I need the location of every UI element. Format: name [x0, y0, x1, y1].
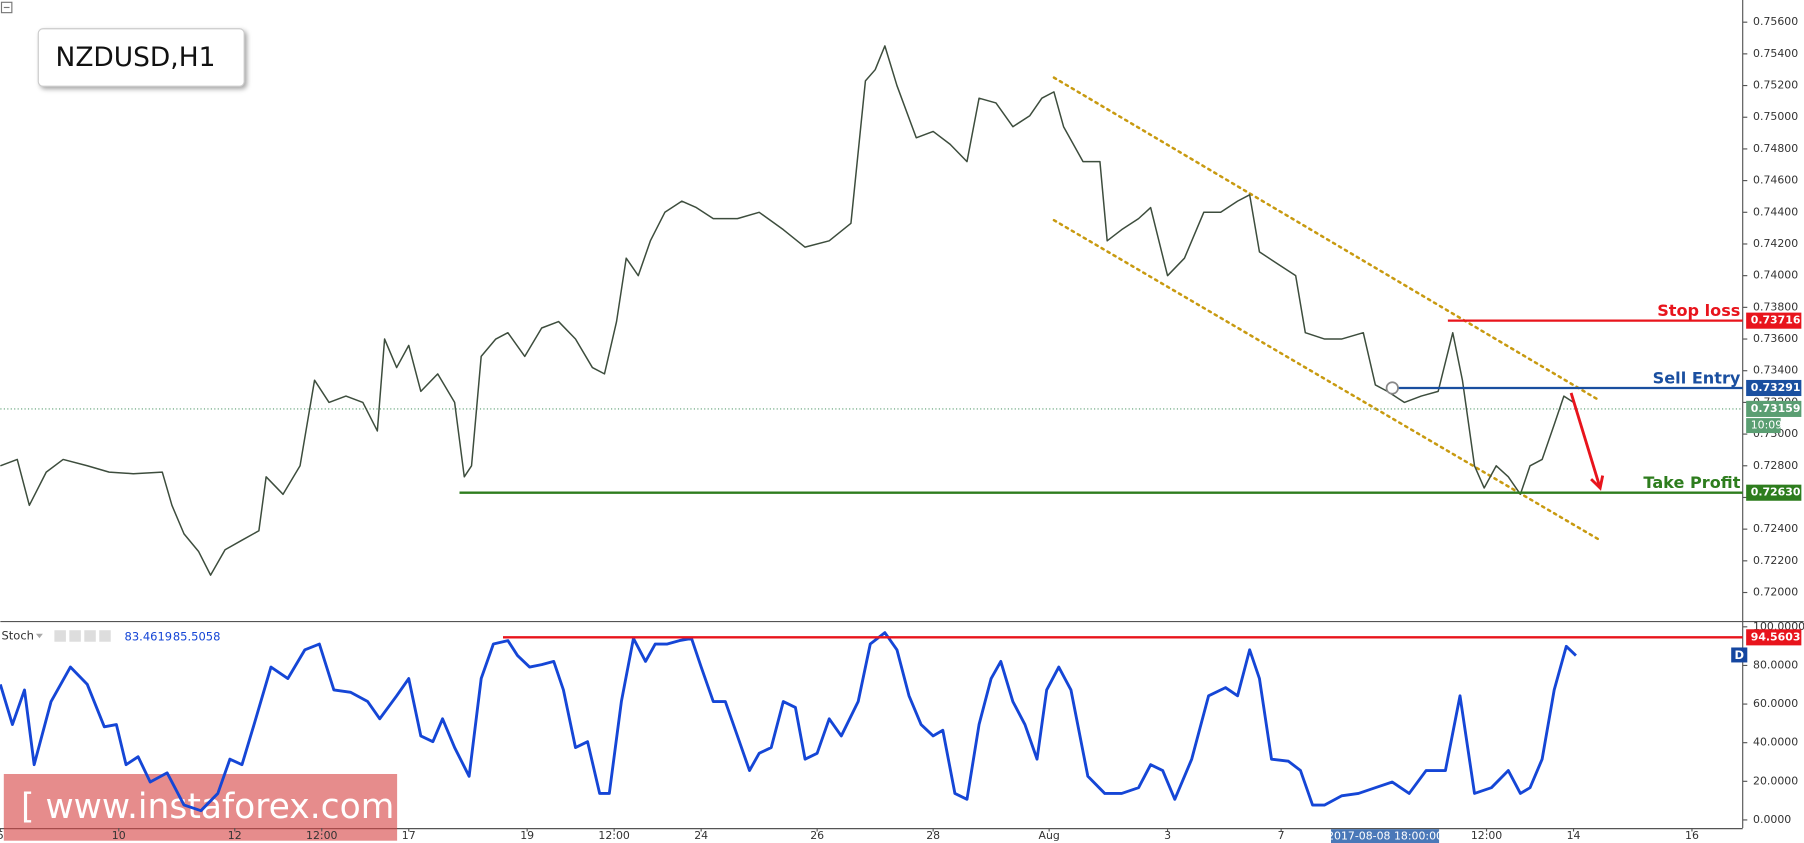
y-tick-label: 0.72400 [1753, 522, 1798, 535]
indicator-name: Stoch [1, 628, 33, 642]
watermark-box [3, 773, 398, 841]
y-tick-label: 0.73800 [1753, 300, 1798, 313]
level-value-box [1746, 484, 1802, 501]
y-tick-label: 60.0000 [1753, 697, 1798, 710]
y-tick-label: 0.74000 [1753, 269, 1798, 282]
current-price-label: 0.73159 [1751, 402, 1801, 415]
x-tick-label: 12:00 [598, 829, 629, 842]
x-tick-label: 12 [228, 829, 242, 842]
anchor-point [1385, 381, 1399, 395]
current-price-box [1746, 400, 1802, 417]
series-line [0, 45, 1574, 576]
indicator-remove[interactable] [99, 630, 111, 642]
y-tick-label: 40.0000 [1753, 736, 1798, 749]
y-tick-label: 0.75000 [1753, 110, 1798, 123]
level-value-label: 0.72630 [1751, 486, 1801, 499]
projection-arrow [1569, 392, 1602, 489]
x-tick-label: 24 [694, 829, 708, 842]
indicator-settings[interactable] [54, 630, 66, 642]
cursor-time-label: 2017-08-08 18:00:00 [1327, 830, 1443, 843]
indicator-hide[interactable] [69, 630, 81, 642]
x-tick-label: 16 [1685, 829, 1699, 842]
level-value-box [1746, 312, 1802, 329]
x-tick-label: 26 [810, 829, 824, 842]
x-tick-label: 10 [112, 829, 126, 842]
stoch-k-value: 83.4619 [125, 630, 173, 644]
x-tick-label: 14 [1567, 829, 1581, 842]
x-tick-label: 12:00 [306, 829, 337, 842]
countdown-label: 10:09 [1751, 419, 1782, 432]
y-tick-label: 0.74400 [1753, 205, 1798, 218]
badge: D [1734, 648, 1744, 662]
stoch-level-box [1746, 629, 1802, 646]
level-value-label: 0.73716 [1751, 314, 1801, 327]
y-tick-label: 0.72000 [1753, 586, 1798, 599]
trend-channel [1052, 76, 1602, 403]
trend-channel [1052, 218, 1602, 542]
collapse-button[interactable] [0, 1, 13, 14]
y-tick-label: 0.75600 [1753, 15, 1798, 28]
x-tick-label: 3 [1164, 829, 1171, 842]
stoch-d-value: 85.5058 [173, 630, 221, 644]
stoch-level-label: 94.5603 [1751, 630, 1801, 643]
y-tick-label: 20.0000 [1753, 774, 1798, 787]
level-name: Stop loss [1657, 301, 1740, 320]
y-tick-label: 0.72800 [1753, 459, 1798, 472]
arrow-head [1590, 475, 1605, 491]
x-tick-label: 12:00 [1471, 829, 1502, 842]
indicator-add[interactable] [84, 630, 96, 642]
y-tick-label: 0.73400 [1753, 364, 1798, 377]
watermark: [ www.instaforex.com ] [21, 787, 419, 827]
symbol-box [37, 28, 245, 87]
indicator-menu[interactable] [35, 633, 43, 639]
badge-box [1731, 647, 1748, 663]
level-name: Take Profit [1643, 473, 1740, 492]
y-tick-label: 0.0000 [1753, 813, 1791, 826]
y-tick-label: 0.74200 [1753, 237, 1798, 250]
y-tick-label: 0.74600 [1753, 174, 1798, 187]
x-tick-label: 17 [402, 829, 416, 842]
x-tick-label: 5 [0, 829, 4, 842]
symbol-title: NZDUSD,H1 [56, 42, 216, 73]
x-tick-label: Aug [1038, 829, 1059, 842]
x-tick-label: 19 [520, 829, 534, 842]
series-line [0, 631, 1577, 813]
y-tick-label: 0.75200 [1753, 79, 1798, 92]
x-tick-label: 28 [926, 829, 940, 842]
y-tick-label: 0.75400 [1753, 47, 1798, 60]
cursor-time-box [1330, 829, 1440, 843]
x-tick-label: 7 [1278, 829, 1285, 842]
level-value-box [1746, 379, 1802, 397]
y-tick-label: 0.72200 [1753, 554, 1798, 567]
level-name: Sell Entry [1653, 368, 1741, 387]
countdown-box [1746, 418, 1781, 434]
y-tick-label: 0.73600 [1753, 332, 1798, 345]
level-value-label: 0.73291 [1751, 381, 1801, 394]
y-tick-label: 80.0000 [1753, 658, 1798, 671]
y-tick-label: 0.74800 [1753, 142, 1798, 155]
